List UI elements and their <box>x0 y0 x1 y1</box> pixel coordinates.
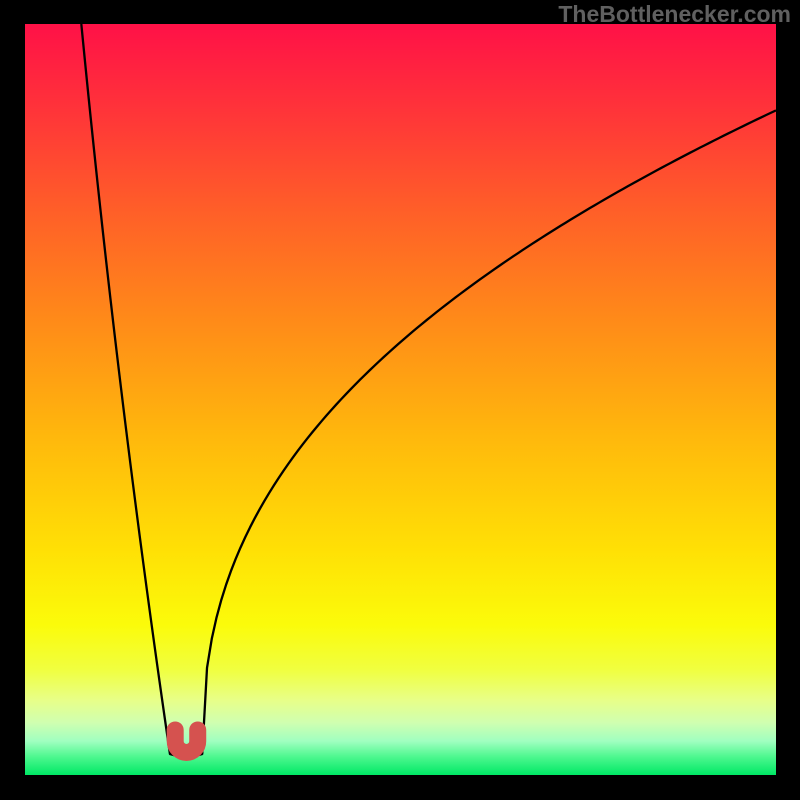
figure-container: TheBottlenecker.com <box>0 0 800 800</box>
bottleneck-chart <box>25 24 776 775</box>
gradient-background <box>25 24 776 775</box>
